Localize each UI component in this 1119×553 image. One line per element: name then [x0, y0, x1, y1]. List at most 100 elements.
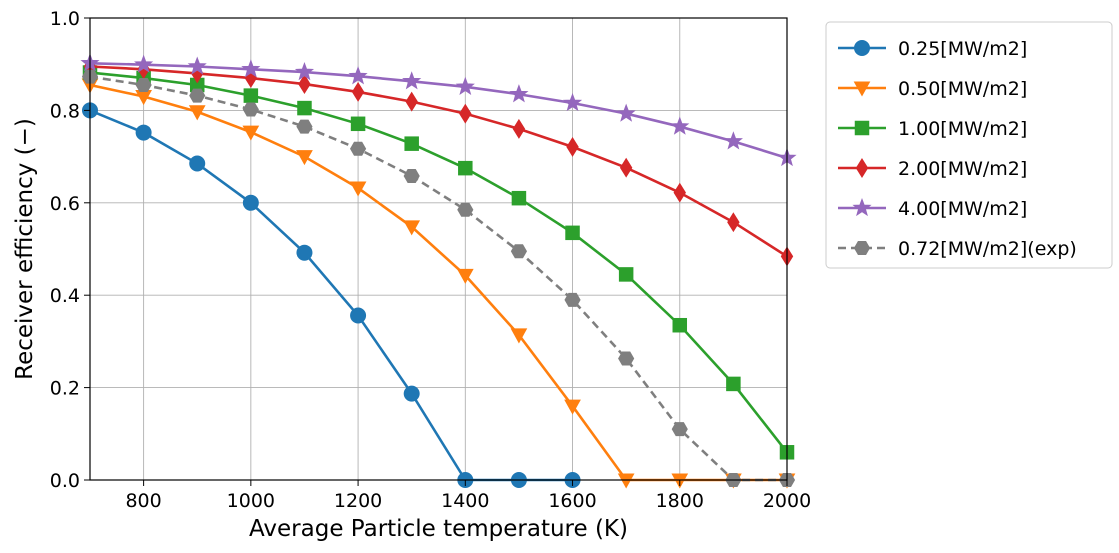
data-point-marker	[404, 136, 419, 151]
data-point-marker	[853, 81, 871, 97]
legend-item: 4.00[MW/m2]	[838, 197, 1027, 220]
x-tick-label: 1200	[334, 490, 382, 512]
data-point-marker	[349, 181, 367, 197]
data-point-marker	[727, 212, 740, 233]
data-point-marker	[296, 150, 313, 166]
x-tick-label: 800	[125, 490, 161, 512]
data-point-marker	[294, 61, 315, 81]
series-line	[89, 65, 788, 258]
data-point-marker	[673, 182, 686, 203]
data-point-marker	[726, 376, 741, 392]
data-point-marker	[616, 103, 636, 122]
x-tick-label: 1800	[656, 490, 704, 512]
series-4	[80, 53, 797, 167]
legend-item: 0.50[MW/m2]	[838, 78, 1027, 100]
series-line	[89, 71, 789, 454]
data-point-marker	[189, 155, 206, 172]
data-point-marker	[455, 76, 475, 95]
legend-item: 2.00[MW/m2]	[838, 158, 1027, 180]
data-point-marker	[298, 74, 311, 95]
series-5	[81, 69, 796, 487]
x-tick-label: 1000	[227, 490, 275, 512]
plot-frame	[89, 17, 788, 481]
data-point-marker	[350, 116, 366, 132]
data-point-marker	[403, 169, 420, 183]
data-point-marker	[723, 131, 743, 150]
ticks: 800 1000 1200 1400 1600 1800 2000 0.0 0.2 0.4 0.6 0…	[50, 8, 811, 512]
series-layer	[80, 53, 797, 489]
data-point-marker	[296, 244, 313, 261]
data-point-marker	[135, 124, 152, 141]
y-tick-label: 1.0	[50, 8, 80, 30]
data-point-marker	[855, 158, 869, 178]
data-point-marker	[672, 317, 688, 333]
data-point-marker	[296, 119, 313, 134]
data-point-marker	[619, 157, 633, 178]
data-point-marker	[242, 194, 259, 211]
data-point-marker	[187, 56, 207, 75]
data-point-marker	[405, 91, 418, 112]
y-tick-label: 0.0	[50, 470, 80, 492]
data-point-marker	[853, 241, 871, 255]
y-tick-label: 0.6	[50, 193, 80, 215]
series-line	[89, 75, 787, 482]
data-point-marker	[562, 92, 583, 112]
data-point-marker	[456, 268, 474, 284]
series-line	[89, 83, 787, 482]
data-point-marker	[854, 120, 870, 136]
legend-label: 0.50[MW/m2]	[898, 78, 1027, 100]
data-point-marker	[351, 81, 365, 102]
y-tick-label: 0.2	[50, 378, 80, 400]
data-point-marker	[297, 100, 312, 116]
data-point-marker	[566, 136, 579, 157]
legend-label: 0.72[MW/m2](exp)	[898, 238, 1077, 260]
y-axis-title: Receiver efficiency (−)	[12, 118, 38, 380]
data-point-marker	[403, 385, 420, 402]
data-point-marker	[242, 125, 260, 141]
data-point-marker	[564, 292, 581, 307]
data-point-marker	[510, 244, 527, 259]
data-point-marker	[403, 220, 421, 236]
y-tick-label: 0.4	[50, 285, 80, 307]
legend-label: 1.00[MW/m2]	[898, 118, 1027, 140]
x-axis-title: Average Particle temperature (K)	[249, 516, 628, 542]
data-point-marker	[189, 88, 206, 103]
data-point-marker	[135, 77, 152, 92]
x-tick-label: 1400	[441, 490, 489, 512]
data-point-marker	[512, 118, 526, 139]
series-1	[81, 78, 796, 489]
legend-box	[825, 21, 1113, 269]
series-line	[89, 61, 788, 160]
data-point-marker	[852, 197, 872, 217]
data-point-marker	[348, 66, 368, 85]
legend-item: 0.25[MW/m2]	[838, 38, 1027, 60]
data-point-marker	[402, 71, 422, 90]
legend: 0.25[MW/m2] 0.50[MW/m2] 1.00[MW/m2] 2.00[MW…	[825, 21, 1113, 269]
data-point-marker	[565, 225, 580, 241]
legend-item: 1.00[MW/m2]	[838, 118, 1027, 140]
data-point-marker	[188, 105, 206, 121]
data-point-marker	[510, 328, 528, 344]
data-point-marker	[243, 88, 259, 103]
data-point-marker	[617, 473, 635, 489]
y-tick-label: 0.8	[50, 100, 80, 122]
x-tick-label: 2000	[763, 490, 811, 512]
legend-label: 0.25[MW/m2]	[898, 38, 1027, 60]
data-point-marker	[350, 307, 367, 324]
legend-label: 2.00[MW/m2]	[898, 158, 1027, 180]
data-point-marker	[670, 116, 690, 135]
data-point-marker	[511, 190, 527, 206]
data-point-marker	[134, 54, 154, 73]
data-point-marker	[242, 102, 259, 117]
data-point-marker	[564, 399, 581, 415]
data-point-marker	[350, 141, 367, 156]
data-point-marker	[241, 59, 261, 78]
data-point-marker	[618, 351, 635, 366]
x-tick-label: 1600	[548, 490, 596, 512]
data-point-marker	[459, 103, 472, 124]
data-point-marker	[458, 160, 473, 176]
legend-item: 0.72[MW/m2](exp)	[838, 238, 1077, 260]
data-point-marker	[618, 267, 634, 282]
data-point-marker	[671, 422, 688, 437]
